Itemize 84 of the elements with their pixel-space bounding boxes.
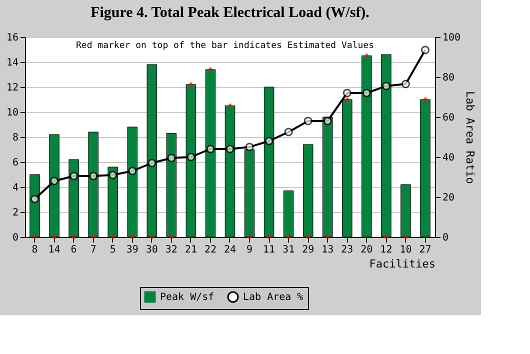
point <box>52 234 57 240</box>
x-tick-label: 29 <box>302 244 314 256</box>
point <box>110 234 116 240</box>
point <box>90 234 96 240</box>
y2-axis-title: Lab Area Ratio <box>464 91 477 184</box>
point <box>130 234 135 240</box>
point <box>228 103 232 108</box>
y2-tick-label: 80 <box>442 72 455 84</box>
x-tick-label: 23 <box>341 244 354 256</box>
point <box>384 234 389 240</box>
point <box>128 166 137 176</box>
point <box>206 144 215 154</box>
point <box>323 116 332 126</box>
x-tick-label: 7 <box>90 244 96 256</box>
x-tick-label: 12 <box>380 244 392 256</box>
point <box>108 170 118 180</box>
chart-title: Figure 4. Total Peak Electrical Load (W/sf). <box>90 5 370 21</box>
y2-tick-label: 40 <box>442 152 455 164</box>
point <box>50 176 59 186</box>
y-tick-label: 8 <box>12 132 18 144</box>
x-tick-label: 5 <box>110 244 116 256</box>
point <box>342 88 352 98</box>
x-tick-label: 24 <box>224 244 236 256</box>
point <box>167 154 176 162</box>
point <box>364 53 370 58</box>
x-tick-label: 30 <box>146 244 158 256</box>
x-tick-label: 20 <box>360 244 373 256</box>
point <box>32 234 38 240</box>
y-tick-label: 16 <box>6 32 18 44</box>
y2-tick-label: 0 <box>442 232 449 244</box>
point <box>70 172 78 180</box>
y-tick-label: 2 <box>12 208 18 218</box>
point <box>325 234 330 240</box>
point <box>362 88 371 98</box>
point <box>148 158 156 168</box>
point <box>186 152 196 162</box>
point <box>401 80 410 88</box>
x-tick-label: 6 <box>70 244 77 256</box>
y2-tick-label: 100 <box>442 32 461 44</box>
x-tick-label: 22 <box>204 244 216 256</box>
x-tick-label: 11 <box>263 244 276 256</box>
x-axis-title: Facilities <box>369 258 436 270</box>
x-tick-label: 27 <box>419 244 432 256</box>
y-tick-label: 6 <box>12 158 18 168</box>
point <box>30 194 40 204</box>
point <box>149 234 154 240</box>
x-tick-label: 32 <box>165 244 178 256</box>
point <box>286 234 292 240</box>
point <box>89 172 98 180</box>
point <box>420 46 430 54</box>
x-tick-label: 13 <box>322 244 334 256</box>
point <box>422 97 428 102</box>
y2-tick-label: 20 <box>442 192 455 204</box>
y-tick-label: 4 <box>12 182 18 194</box>
point <box>266 234 272 240</box>
annotation: Red marker on top of the bar indicates Estimated Values <box>76 41 374 51</box>
point <box>226 144 234 154</box>
point <box>403 234 408 240</box>
point <box>208 67 213 72</box>
point <box>344 97 350 102</box>
point <box>304 116 312 126</box>
y-tick-label: 10 <box>6 108 18 118</box>
x-tick-label: 31 <box>282 244 295 256</box>
point <box>306 234 311 240</box>
x-tick-label: 8 <box>32 244 38 256</box>
point <box>245 142 254 152</box>
x-tick-label: 39 <box>126 244 138 256</box>
point <box>188 82 194 87</box>
y-tick-label: 0 <box>12 232 18 244</box>
y2-tick-label: 60 <box>442 112 455 124</box>
legend-label: Peak W/sf <box>160 292 214 303</box>
point <box>284 128 293 136</box>
x-tick-label: 14 <box>48 244 60 256</box>
x-tick-label: 10 <box>400 244 412 256</box>
point <box>168 234 174 240</box>
x-tick-label: 21 <box>184 244 197 256</box>
x-tick-label: 9 <box>246 244 253 256</box>
point <box>71 234 76 240</box>
point <box>264 136 274 146</box>
point <box>382 82 390 90</box>
legend-label: Lab Area % <box>243 292 304 303</box>
y-tick-label: 12 <box>6 82 18 94</box>
y-tick-label: 14 <box>6 58 18 68</box>
point <box>247 234 252 240</box>
